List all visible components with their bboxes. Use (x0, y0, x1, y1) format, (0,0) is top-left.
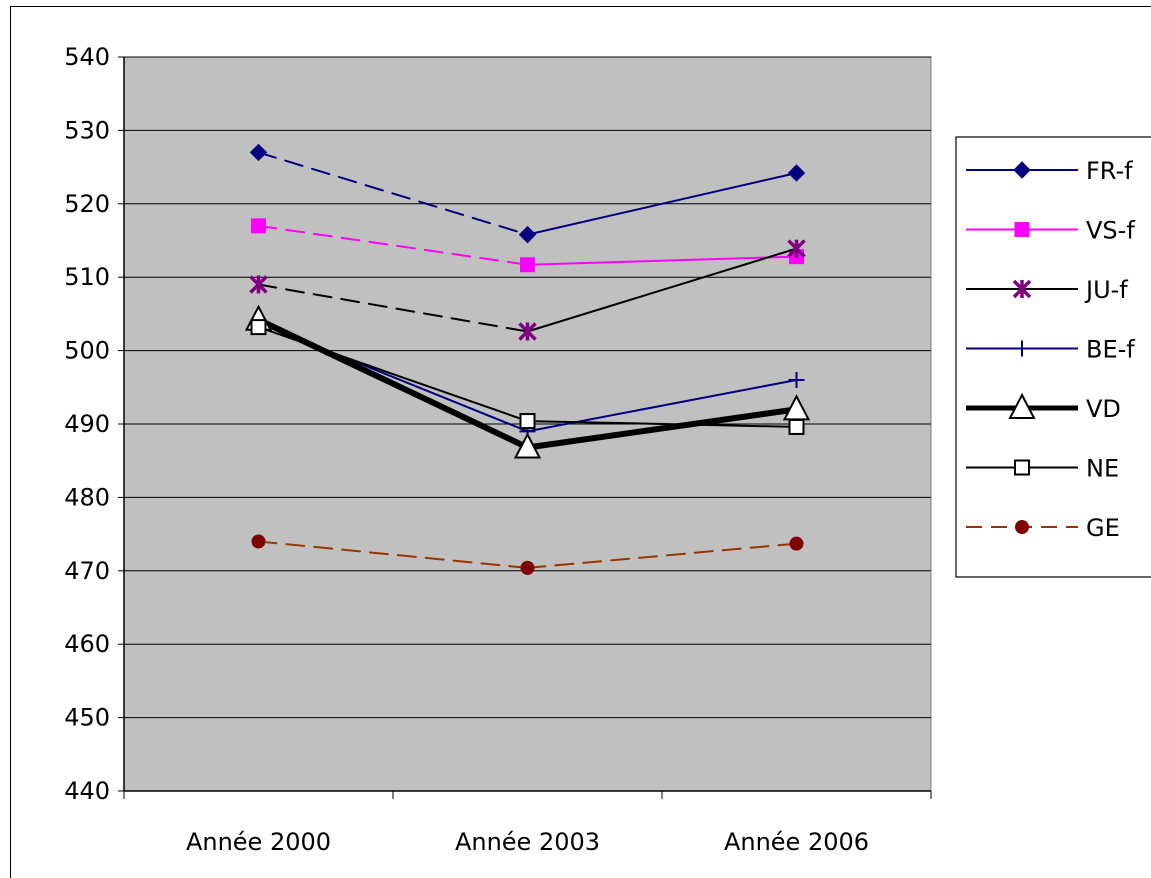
x-tick-label: Année 2000 (186, 828, 331, 856)
y-tick-label: 490 (64, 410, 110, 438)
legend-box (955, 136, 1151, 578)
legend-label: BE-f (1086, 336, 1135, 364)
y-tick-label: 520 (64, 190, 110, 218)
series-line (526, 420, 798, 428)
legend-marker (1015, 520, 1029, 534)
data-point (518, 225, 537, 244)
series-ne (250, 319, 805, 435)
y-tick-label: 530 (64, 116, 110, 144)
series-line (526, 171, 798, 236)
series-line (257, 151, 529, 236)
data-point (251, 534, 266, 549)
data-point (787, 164, 806, 182)
series-line (257, 283, 529, 333)
y-tick-label: 470 (64, 557, 110, 585)
series-line (526, 542, 798, 569)
data-point (513, 432, 542, 459)
legend-label: FR-f (1086, 157, 1133, 185)
legend-entry: VS-f (966, 217, 1135, 245)
series-line (255, 316, 531, 451)
series-line (257, 540, 529, 569)
legend-marker (1014, 222, 1030, 237)
y-tick-label: 480 (64, 483, 110, 511)
legend-marker (1014, 459, 1030, 476)
series-line (526, 255, 798, 266)
data-point (520, 257, 535, 273)
legend-entry: BE-f (966, 336, 1135, 364)
legend-entry: JU-f (966, 276, 1128, 304)
legend-entry: FR-f (966, 157, 1133, 185)
data-point (520, 560, 535, 575)
y-tick-label: 500 (64, 337, 110, 365)
data-point (787, 239, 806, 258)
series-vd (244, 304, 811, 459)
series-line (257, 326, 529, 423)
y-tick-label: 510 (64, 263, 110, 291)
legend-marker (1012, 279, 1032, 299)
chart-frame (10, 6, 1151, 878)
legend-label: GE (1086, 514, 1120, 542)
data-point (788, 418, 805, 435)
data-point (789, 536, 804, 551)
data-point (519, 413, 536, 430)
series-fr-f (249, 143, 806, 244)
data-point (249, 275, 268, 294)
legend-entry: GE (966, 514, 1120, 542)
legend-label: JU-f (1084, 276, 1128, 304)
data-point (249, 143, 268, 162)
series-line (257, 224, 529, 266)
legend-label: VD (1086, 395, 1121, 423)
legend-label: NE (1086, 455, 1119, 483)
y-tick-label: 450 (64, 704, 110, 732)
y-tick-label: 540 (64, 43, 110, 71)
data-point (250, 319, 267, 336)
legend-marker (1013, 161, 1031, 179)
y-tick-label: 440 (64, 777, 110, 805)
legend-marker (1008, 392, 1036, 419)
legend-label: VS-f (1086, 217, 1135, 245)
data-point (518, 322, 537, 341)
data-point (251, 218, 266, 234)
series-ge (251, 534, 804, 575)
x-tick-label: Année 2006 (724, 828, 869, 856)
series-line (524, 406, 800, 451)
legend-marker (1014, 340, 1030, 357)
legend-entry: NE (966, 455, 1119, 483)
data-point (788, 371, 805, 388)
series-ju-f (249, 239, 806, 341)
x-tick-label: Année 2003 (455, 828, 600, 856)
legend-entry: VD (966, 392, 1121, 423)
series-line (526, 247, 798, 333)
y-tick-label: 460 (64, 630, 110, 658)
